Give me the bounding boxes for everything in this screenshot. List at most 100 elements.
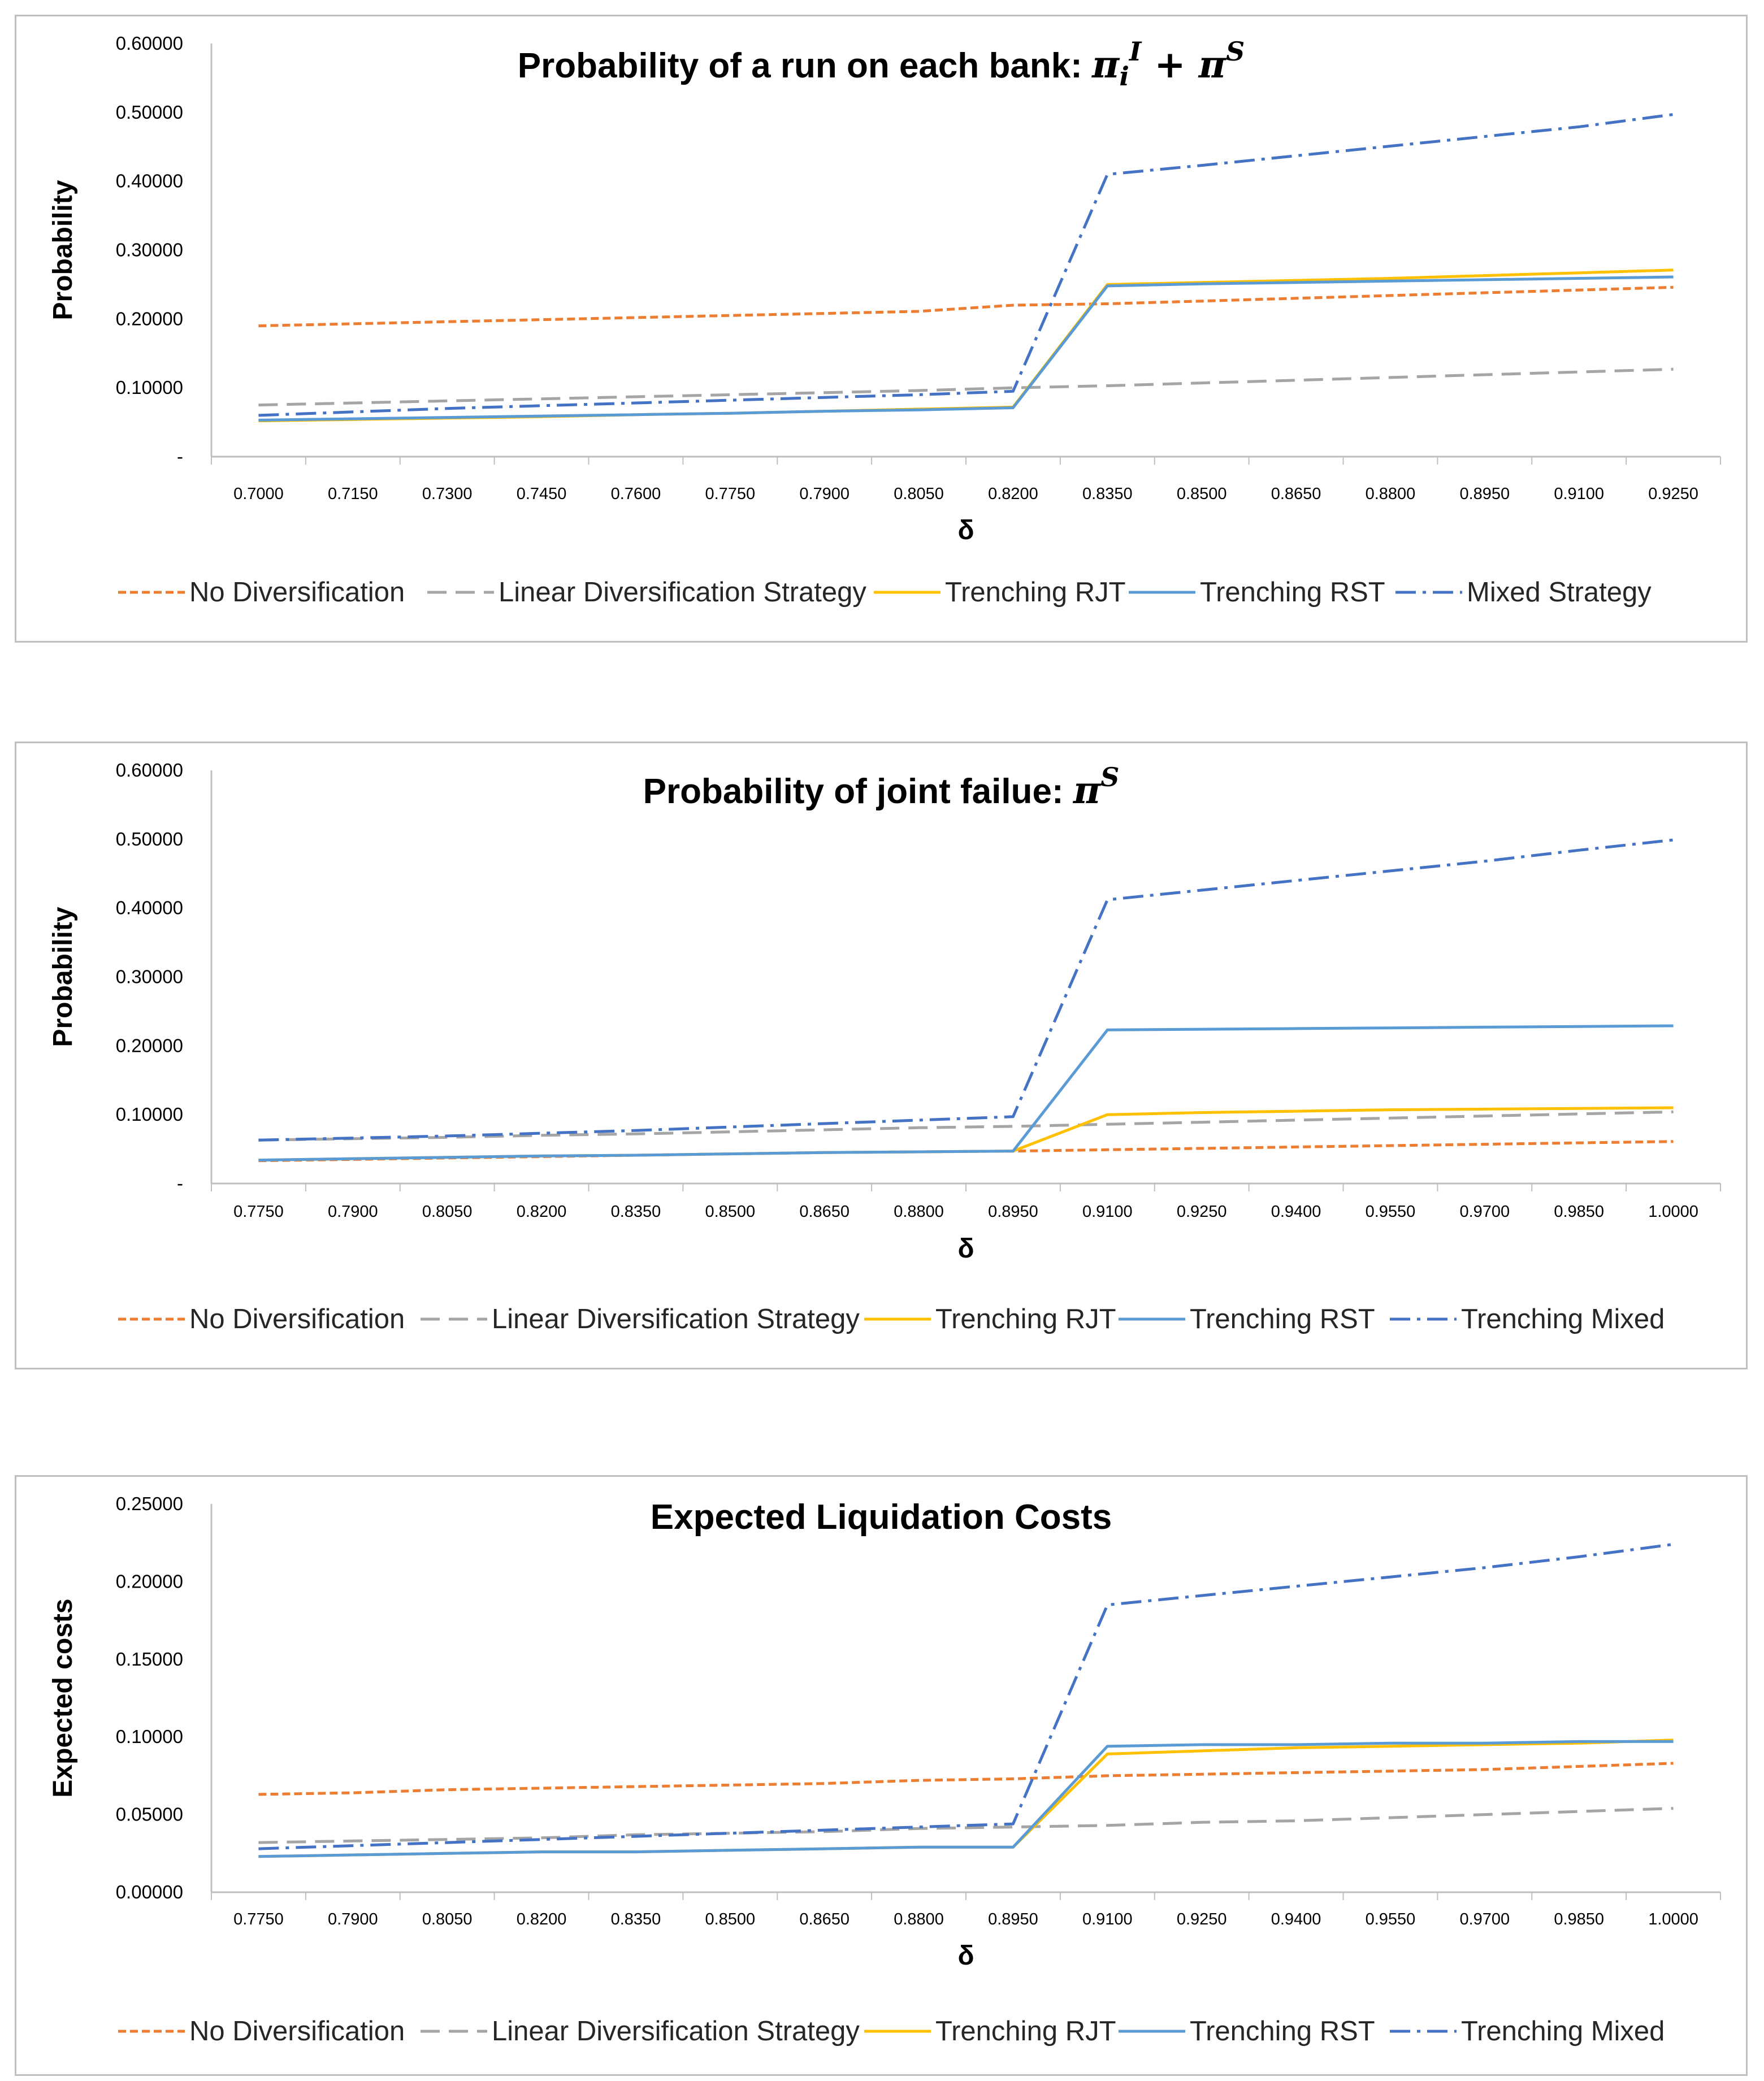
y-tick-label: 0.30000 xyxy=(116,240,183,261)
x-tick-label: 0.9550 xyxy=(1366,1910,1416,1928)
legend-label: No Diversification xyxy=(189,1304,405,1334)
x-tick-label: 1.0000 xyxy=(1648,1203,1698,1221)
legend-item: Trenching RJT xyxy=(864,1304,1116,1334)
x-tick-label: 0.7750 xyxy=(705,485,755,503)
y-axis-title: Probability xyxy=(48,180,78,320)
x-tick-label: 0.8650 xyxy=(799,1910,850,1928)
chart-title: Expected Liquidation Costs xyxy=(651,1498,1112,1537)
legend-item: Linear Diversification Strategy xyxy=(421,2016,860,2047)
y-tick-label: - xyxy=(177,1173,183,1194)
x-tick-label: 0.8650 xyxy=(799,1203,850,1221)
y-tick-label: 0.20000 xyxy=(116,1571,183,1592)
chart-svg: Probability of a run on each bank: πiI +… xyxy=(48,33,1721,608)
x-tick-label: 0.9100 xyxy=(1082,1910,1133,1928)
y-tick-label: 0.40000 xyxy=(116,898,183,918)
legend-label: Trenching RST xyxy=(1190,1304,1375,1334)
legend-label: No Diversification xyxy=(189,577,405,608)
legend-label: Mixed Strategy xyxy=(1467,577,1652,608)
legend-label: Trenching RJT xyxy=(935,1304,1116,1334)
chart-svg: Probability of joint failue: πS - 0.10000 0… xyxy=(48,760,1721,1334)
y-tick-label: 0.15000 xyxy=(116,1649,183,1670)
x-axis-title: δ xyxy=(957,515,974,545)
y-axis-title: Probability xyxy=(48,907,78,1047)
x-tick-label: 0.7300 xyxy=(422,485,473,503)
x-tick-label: 0.9100 xyxy=(1082,1203,1133,1221)
x-tick-label: 0.7900 xyxy=(328,1203,378,1221)
chart-title: Probability of joint failue: πS xyxy=(643,762,1120,812)
series-line-linear-diversification-strategy xyxy=(258,1110,1674,1142)
x-tick-label: 0.8350 xyxy=(611,1203,661,1221)
series-line-trenching-rst xyxy=(258,1740,1674,1858)
x-tick-label: 0.9700 xyxy=(1459,1910,1510,1928)
legend-label: Trenching Mixed xyxy=(1461,1304,1665,1334)
x-tick-label: 0.8950 xyxy=(988,1910,1038,1928)
x-tick-label: 0.7450 xyxy=(517,485,567,503)
legend-item: Trenching Mixed xyxy=(1390,1304,1665,1334)
x-tick-label: 0.7600 xyxy=(611,485,661,503)
chart-panel-joint-failure: Probability of joint failue: πS - 0.10000 0… xyxy=(15,742,1748,1369)
series-line-linear-diversification-strategy xyxy=(258,367,1674,407)
legend-item: Trenching RST xyxy=(1119,1304,1375,1334)
x-tick-label: 0.8350 xyxy=(1082,485,1133,503)
legend-item: No Diversification xyxy=(118,2016,405,2047)
legend-label: No Diversification xyxy=(189,2016,405,2047)
x-tick-label: 0.9250 xyxy=(1177,1910,1227,1928)
y-tick-label: 0.20000 xyxy=(116,1035,183,1056)
legend-item: Trenching RST xyxy=(1129,577,1385,608)
chart-title: Probability of a run on each bank: πiI +… xyxy=(518,36,1245,92)
legend-item: Mixed Strategy xyxy=(1395,577,1652,608)
x-tick-label: 0.8200 xyxy=(988,485,1038,503)
y-tick-label: 0.40000 xyxy=(116,171,183,192)
chart-panel-run-probability: Probability of a run on each bank: πiI +… xyxy=(15,15,1748,643)
x-axis-title: δ xyxy=(957,1234,974,1264)
y-tick-label: 0.60000 xyxy=(116,760,183,781)
y-tick-label: 0.25000 xyxy=(116,1493,183,1514)
series-line-no-diversification xyxy=(258,1762,1674,1796)
x-tick-label: 0.9250 xyxy=(1648,485,1698,503)
x-tick-label: 0.8950 xyxy=(1459,485,1510,503)
x-tick-label: 0.7900 xyxy=(328,1910,378,1928)
x-tick-label: 0.9700 xyxy=(1459,1203,1510,1221)
x-tick-label: 0.8950 xyxy=(988,1203,1038,1221)
legend-item: Trenching RJT xyxy=(864,2016,1116,2047)
x-tick-label: 0.8800 xyxy=(894,1910,944,1928)
y-tick-label: 0.05000 xyxy=(116,1804,183,1825)
x-tick-label: 0.9100 xyxy=(1554,485,1604,503)
y-tick-label: 0.60000 xyxy=(116,33,183,54)
x-tick-label: 0.9850 xyxy=(1554,1910,1604,1928)
series-line-trenching-rst xyxy=(258,275,1674,422)
x-tick-label: 0.7750 xyxy=(233,1203,284,1221)
series-line-trenching-mixed xyxy=(258,1542,1674,1850)
x-tick-label: 0.8350 xyxy=(611,1910,661,1928)
y-tick-label: 0.30000 xyxy=(116,966,183,987)
y-tick-label: 0.50000 xyxy=(116,829,183,849)
y-tick-label: 0.10000 xyxy=(116,1104,183,1125)
series-line-trenching-rst xyxy=(258,1024,1674,1162)
legend-label: Linear Diversification Strategy xyxy=(492,1304,860,1334)
x-tick-label: 0.9400 xyxy=(1271,1203,1321,1221)
x-axis-title: δ xyxy=(957,1941,974,1971)
x-tick-label: 0.9550 xyxy=(1366,1203,1416,1221)
x-tick-label: 0.8050 xyxy=(422,1910,473,1928)
y-tick-label: 0.20000 xyxy=(116,308,183,329)
legend-label: Trenching RST xyxy=(1190,2016,1375,2047)
x-tick-label: 0.9250 xyxy=(1177,1203,1227,1221)
legend-item: No Diversification xyxy=(118,1304,405,1334)
y-tick-label: 0.10000 xyxy=(116,1726,183,1747)
y-tick-label: 0.00000 xyxy=(116,1881,183,1902)
legend-item: Trenching Mixed xyxy=(1390,2016,1665,2047)
legend-label: Trenching Mixed xyxy=(1461,2016,1665,2047)
y-tick-label: 0.50000 xyxy=(116,102,183,123)
y-tick-label: 0.10000 xyxy=(116,377,183,398)
x-tick-label: 0.7000 xyxy=(233,485,284,503)
x-tick-label: 0.8650 xyxy=(1271,485,1321,503)
legend-item: Linear Diversification Strategy xyxy=(427,577,866,608)
x-tick-label: 0.8500 xyxy=(1177,485,1227,503)
legend-label: Trenching RST xyxy=(1200,577,1385,608)
x-tick-label: 0.8800 xyxy=(894,1203,944,1221)
x-tick-label: 0.8200 xyxy=(517,1203,567,1221)
legend-label: Trenching RJT xyxy=(935,2016,1116,2047)
x-tick-label: 0.9850 xyxy=(1554,1203,1604,1221)
x-tick-label: 1.0000 xyxy=(1648,1910,1698,1928)
y-tick-label: - xyxy=(177,446,183,467)
